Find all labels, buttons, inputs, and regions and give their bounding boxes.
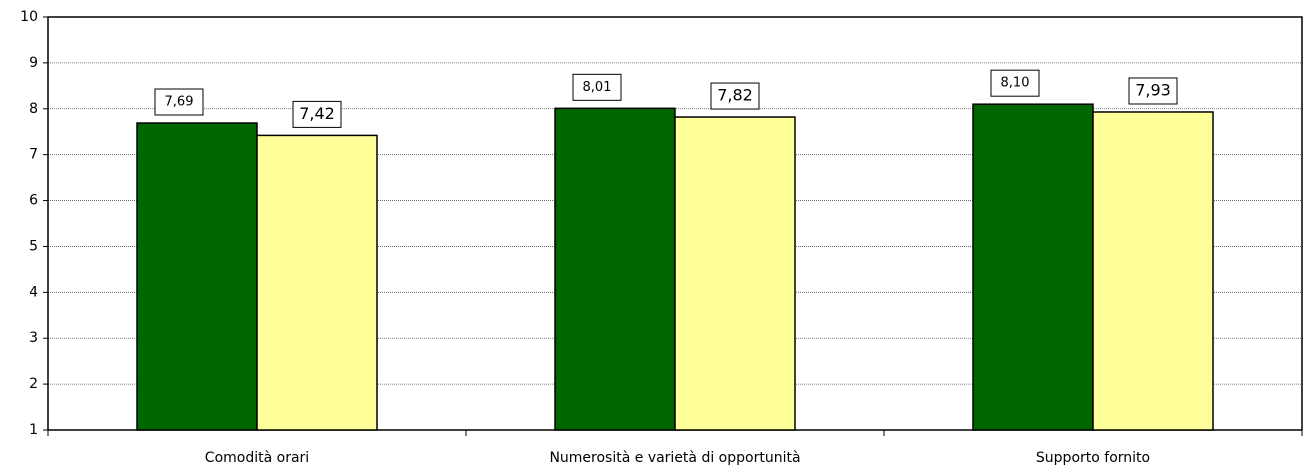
x-tick-label: Numerosità e varietà di opportunità (549, 450, 800, 466)
y-tick-label: 6 (29, 193, 38, 209)
data-label-box (710, 82, 760, 110)
y-tick-label: 8 (29, 101, 38, 117)
y-tick-label: 4 (29, 284, 38, 300)
y-tick-label: 3 (29, 330, 38, 346)
x-tick-label: Comodità orari (205, 450, 309, 466)
data-label-box (292, 100, 342, 128)
y-tick-label: 5 (29, 238, 38, 254)
y-tick-label: 9 (29, 55, 38, 71)
data-label: 7,82 (717, 86, 753, 105)
bar (1092, 111, 1214, 431)
data-label-box (1128, 77, 1178, 105)
y-tick-label: 7 (29, 147, 38, 163)
bar (136, 122, 258, 431)
y-tick-label: 1 (29, 422, 38, 438)
bar (256, 134, 378, 431)
bar (972, 103, 1094, 431)
y-tick-label: 10 (20, 9, 38, 25)
data-label-box (154, 88, 204, 116)
data-label-box (990, 69, 1040, 97)
data-label-box (572, 73, 622, 101)
data-label: 7,42 (299, 104, 335, 123)
bar (554, 107, 676, 431)
y-tick-label: 2 (29, 376, 38, 392)
data-label: 7,93 (1135, 80, 1171, 99)
data-label: 8,01 (583, 80, 612, 95)
data-label: 8,10 (1001, 76, 1030, 91)
x-tick-label: Supporto fornito (1036, 450, 1150, 466)
bar (674, 116, 796, 431)
data-label: 7,69 (165, 95, 194, 110)
